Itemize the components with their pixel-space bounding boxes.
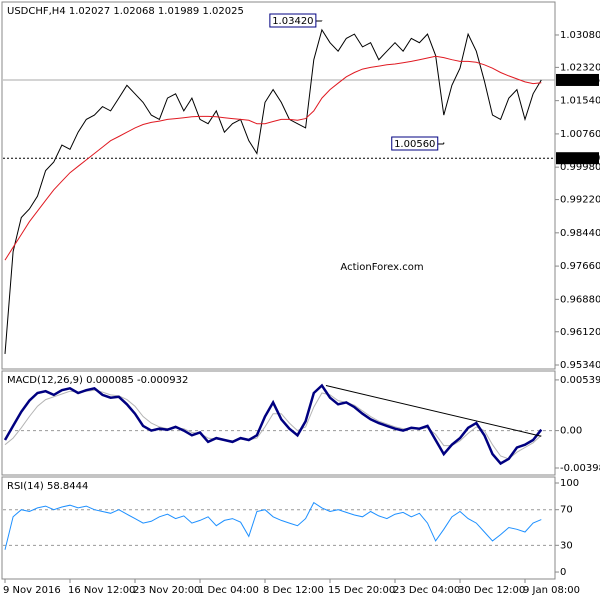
series-line [3,383,543,466]
y-tick-label: 0.005398 [560,375,600,386]
price-panel [1,1,556,370]
x-tick-label: 1 Dec 04:00 [198,585,259,596]
y-tick-label: 0.99220 [560,195,600,206]
panel-title: MACD(12,26,9) 0.000085 -0.000932 [7,375,188,386]
y-tick-label: 0.95340 [560,360,600,371]
annotation-label: 1.00560 [394,139,435,150]
y-tick-label: 0.98440 [560,228,600,239]
y-tick-label: 1.03080 [560,30,600,41]
x-tick-label: 8 Dec 12:00 [263,585,324,596]
x-tick-label: 16 Nov 12:00 [68,585,135,596]
annotation-box [269,13,317,28]
y-tick-label: -0.003981 [560,463,600,474]
series-line [4,55,542,261]
y-tick-label: 30 [560,540,573,551]
rsi-panel [1,476,556,580]
panel-title: USDCHF,H4 1.02027 1.02068 1.01989 1.0202… [7,6,244,17]
macd-panel [1,370,556,476]
y-tick-label: 0.97660 [560,261,600,272]
y-tick-label: 1.01540 [560,96,600,107]
y-tick-label: 100 [560,478,579,489]
price-tag [556,73,599,86]
watermark: ActionForex.com [340,262,423,273]
y-tick-label: 0.96120 [560,327,600,338]
series-line [4,501,542,550]
annotation-label: 1.03420 [272,16,313,27]
level-label: 1.00190 [559,153,600,164]
x-tick-label: 30 Dec 12:00 [458,585,525,596]
y-tick-label: 0.96880 [560,294,600,305]
x-tick-label: 23 Dec 04:00 [393,585,460,596]
y-tick-label: 70 [560,505,573,516]
y-tick-label: 1.00760 [560,129,600,140]
series-line [4,28,542,354]
y-tick-label: 0.00 [560,426,582,437]
y-tick-label: 0 [560,567,566,578]
x-tick-label: 23 Nov 20:00 [133,585,200,596]
panel-title: RSI(14) 58.8444 [7,481,88,492]
y-tick-label: 0.99980 [560,162,600,173]
annotation-box [391,136,439,151]
x-tick-label: 15 Dec 20:00 [328,585,395,596]
y-tick-label: 1.02320 [560,62,600,73]
trend-line [325,385,542,437]
level-tag [556,152,599,165]
x-tick-label: 9 Jan 08:00 [523,585,580,596]
price-label: 1.02025 [559,75,600,86]
x-tick-label: 9 Nov 2016 [3,585,61,596]
